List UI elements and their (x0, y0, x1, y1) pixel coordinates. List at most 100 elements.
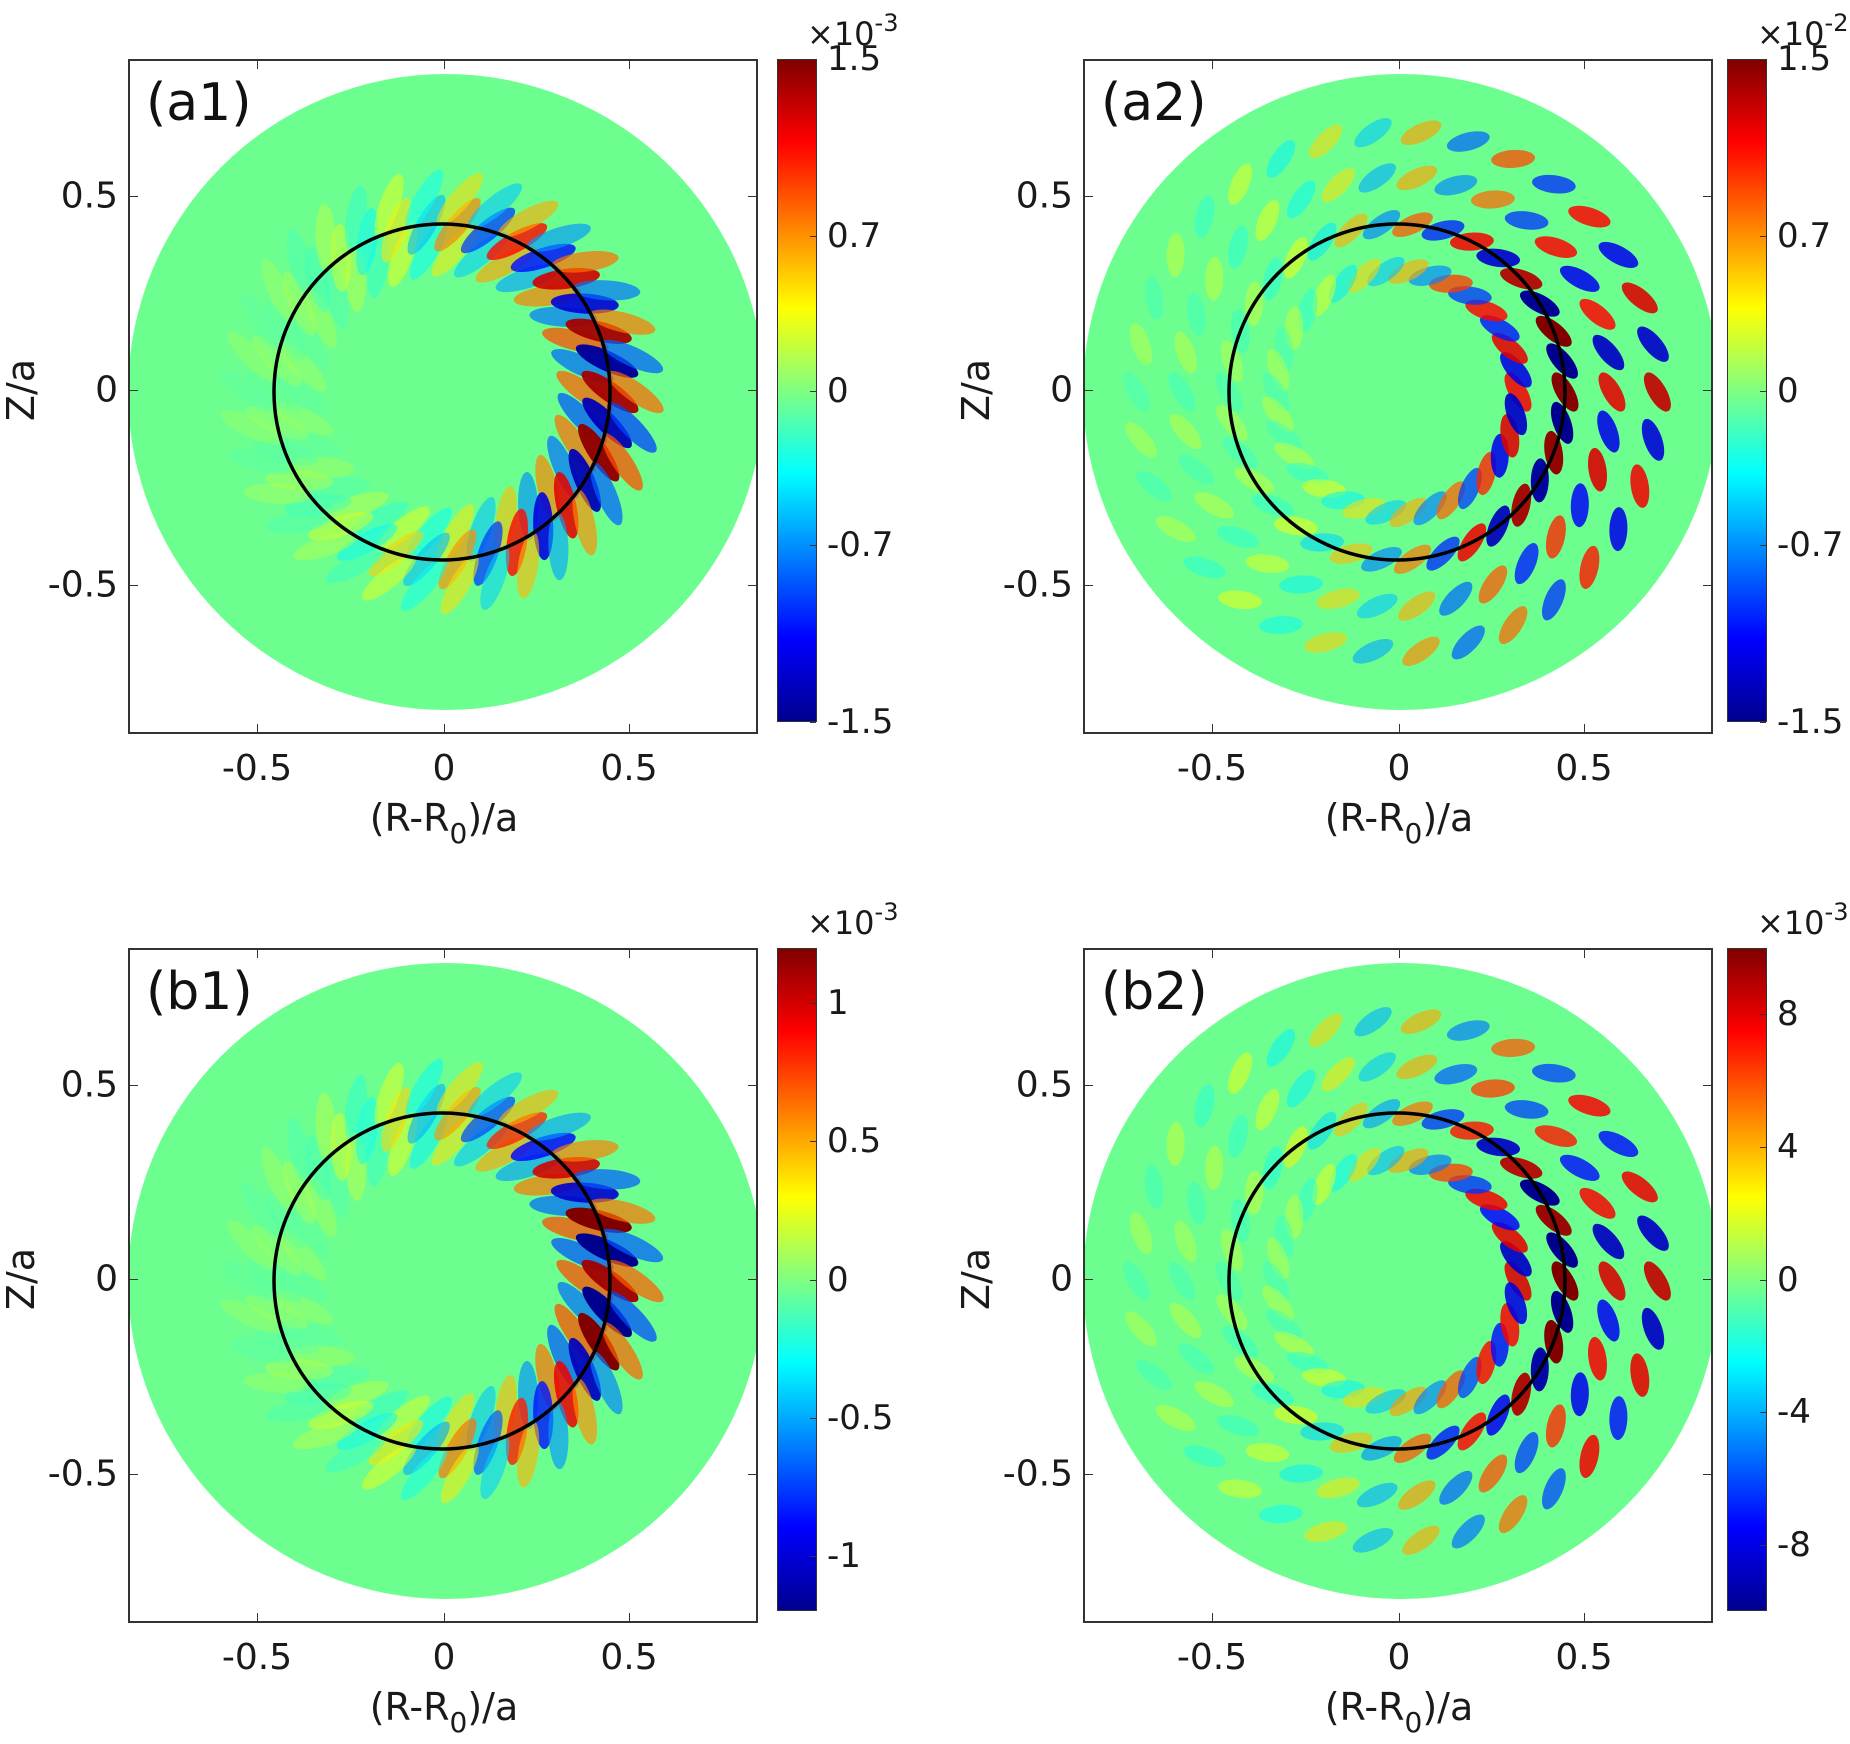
x-tick (1212, 950, 1213, 958)
colorbar-tick (810, 722, 816, 723)
x-tick (1212, 1613, 1213, 1621)
colorbar-tick-label: -1 (827, 1535, 861, 1576)
colorbar-tick (1760, 390, 1766, 392)
x-tick (1584, 724, 1585, 732)
y-tick (1703, 1085, 1711, 1086)
x-tick (629, 724, 630, 732)
colorbar-tick (810, 235, 816, 237)
y-tick-label: 0.5 (1015, 1064, 1073, 1106)
x-tick-label: 0.5 (600, 748, 658, 789)
colorbar-tick-label: -0.7 (827, 525, 894, 566)
y-tick-label: 0 (1050, 1258, 1073, 1300)
colorbar-multiplier: ×10-2 (1757, 9, 1849, 53)
y-tick-label: 0 (95, 1258, 118, 1300)
heatmap-field (1085, 963, 1711, 1599)
y-tick (748, 390, 756, 391)
x-tick-label: 0 (1387, 1637, 1411, 1678)
colorbar-tick-label: 0 (827, 370, 849, 411)
panel-label: (b2) (1101, 962, 1208, 1022)
colorbar-tick-label: 1 (827, 983, 849, 1024)
y-tick-label: 0.5 (1015, 175, 1073, 217)
y-tick (1085, 1474, 1093, 1475)
flux-surface-circle (1227, 222, 1567, 562)
panel-label: (a1) (146, 73, 252, 133)
y-tick-label: -0.5 (47, 1453, 118, 1495)
colorbar-tick (1760, 1014, 1766, 1016)
x-tick (1399, 1613, 1400, 1621)
x-tick (1212, 61, 1213, 69)
colorbar-tick-label: 1.5 (827, 39, 882, 79)
x-tick-label: 0.5 (1555, 1637, 1613, 1678)
y-tick (1703, 196, 1711, 197)
colorbar-tick (810, 1141, 816, 1143)
colorbar-tick-label: 0 (1777, 1259, 1799, 1300)
y-tick (1703, 1474, 1711, 1475)
y-tick (130, 585, 138, 586)
flux-surface-circle (1227, 1111, 1567, 1451)
flux-surface-circle (272, 222, 612, 562)
y-tick-label: -0.5 (1002, 1453, 1073, 1495)
y-tick (1085, 390, 1093, 391)
y-tick-label: 0 (95, 369, 118, 411)
x-tick (444, 724, 445, 732)
x-tick (1212, 724, 1213, 732)
colorbar-tick-label: -1.5 (1777, 702, 1844, 742)
colorbar-tick-label: -0.5 (827, 1397, 894, 1438)
colorbar-tick-label: 0.5 (827, 1121, 882, 1162)
y-tick (748, 1085, 756, 1086)
y-tick-label: 0.5 (60, 175, 118, 217)
y-tick (130, 196, 138, 197)
colorbar-tick (1760, 1544, 1766, 1546)
colorbar-tick (1760, 1146, 1766, 1148)
plot-axes (1083, 59, 1713, 734)
colorbar-tick (810, 390, 816, 392)
x-tick (444, 61, 445, 69)
y-tick (1085, 1085, 1093, 1086)
colorbar-tick-label: 8 (1777, 994, 1799, 1035)
colorbar-tick-label: -8 (1777, 1524, 1811, 1565)
y-tick (130, 1474, 138, 1475)
panel-label: (b1) (146, 962, 253, 1022)
colorbar-tick (1760, 722, 1766, 723)
x-tick (1584, 950, 1585, 958)
panel-label: (a2) (1101, 73, 1207, 133)
colorbar-tick-label: 0.7 (827, 215, 882, 256)
x-tick (629, 1613, 630, 1621)
heatmap-field (1085, 74, 1711, 710)
colorbar-tick (810, 1417, 816, 1419)
x-tick (1399, 950, 1400, 958)
colorbar-tick-label: 4 (1777, 1126, 1799, 1167)
x-axis-label: (R-R0)/a (369, 796, 519, 850)
x-tick-label: -0.5 (221, 1637, 293, 1678)
colorbar-tick (810, 59, 816, 60)
colorbar-multiplier: ×10-3 (1757, 898, 1849, 942)
x-tick (1399, 724, 1400, 732)
y-tick (130, 1279, 138, 1280)
x-axis-label: (R-R0)/a (1324, 796, 1474, 850)
colorbar-tick-label: -0.7 (1777, 525, 1844, 566)
colorbar-tick-label: 1.5 (1777, 39, 1832, 79)
y-tick (1085, 585, 1093, 586)
x-tick-label: 0.5 (1555, 748, 1613, 789)
x-tick (629, 950, 630, 958)
colorbar-tick-label: 0 (827, 1259, 849, 1300)
colorbar-multiplier: ×10-3 (807, 898, 899, 942)
x-tick (444, 950, 445, 958)
plot-axes (128, 59, 758, 734)
y-tick (130, 390, 138, 391)
x-tick (1399, 61, 1400, 69)
x-tick (444, 1613, 445, 1621)
y-axis-label: Z/a (954, 1247, 998, 1311)
heatmap-field (130, 963, 756, 1599)
y-tick-label: 0.5 (60, 1064, 118, 1106)
y-tick-label: -0.5 (47, 564, 118, 606)
colorbar-tick-label: -4 (1777, 1392, 1811, 1433)
x-axis-label: (R-R0)/a (1324, 1685, 1474, 1739)
y-axis-label: Z/a (0, 358, 43, 422)
y-tick (1085, 1279, 1093, 1280)
colorbar-tick (810, 545, 816, 547)
y-tick (748, 1474, 756, 1475)
x-tick (257, 950, 258, 958)
x-tick (1584, 1613, 1585, 1621)
x-tick-label: 0.5 (600, 1637, 658, 1678)
